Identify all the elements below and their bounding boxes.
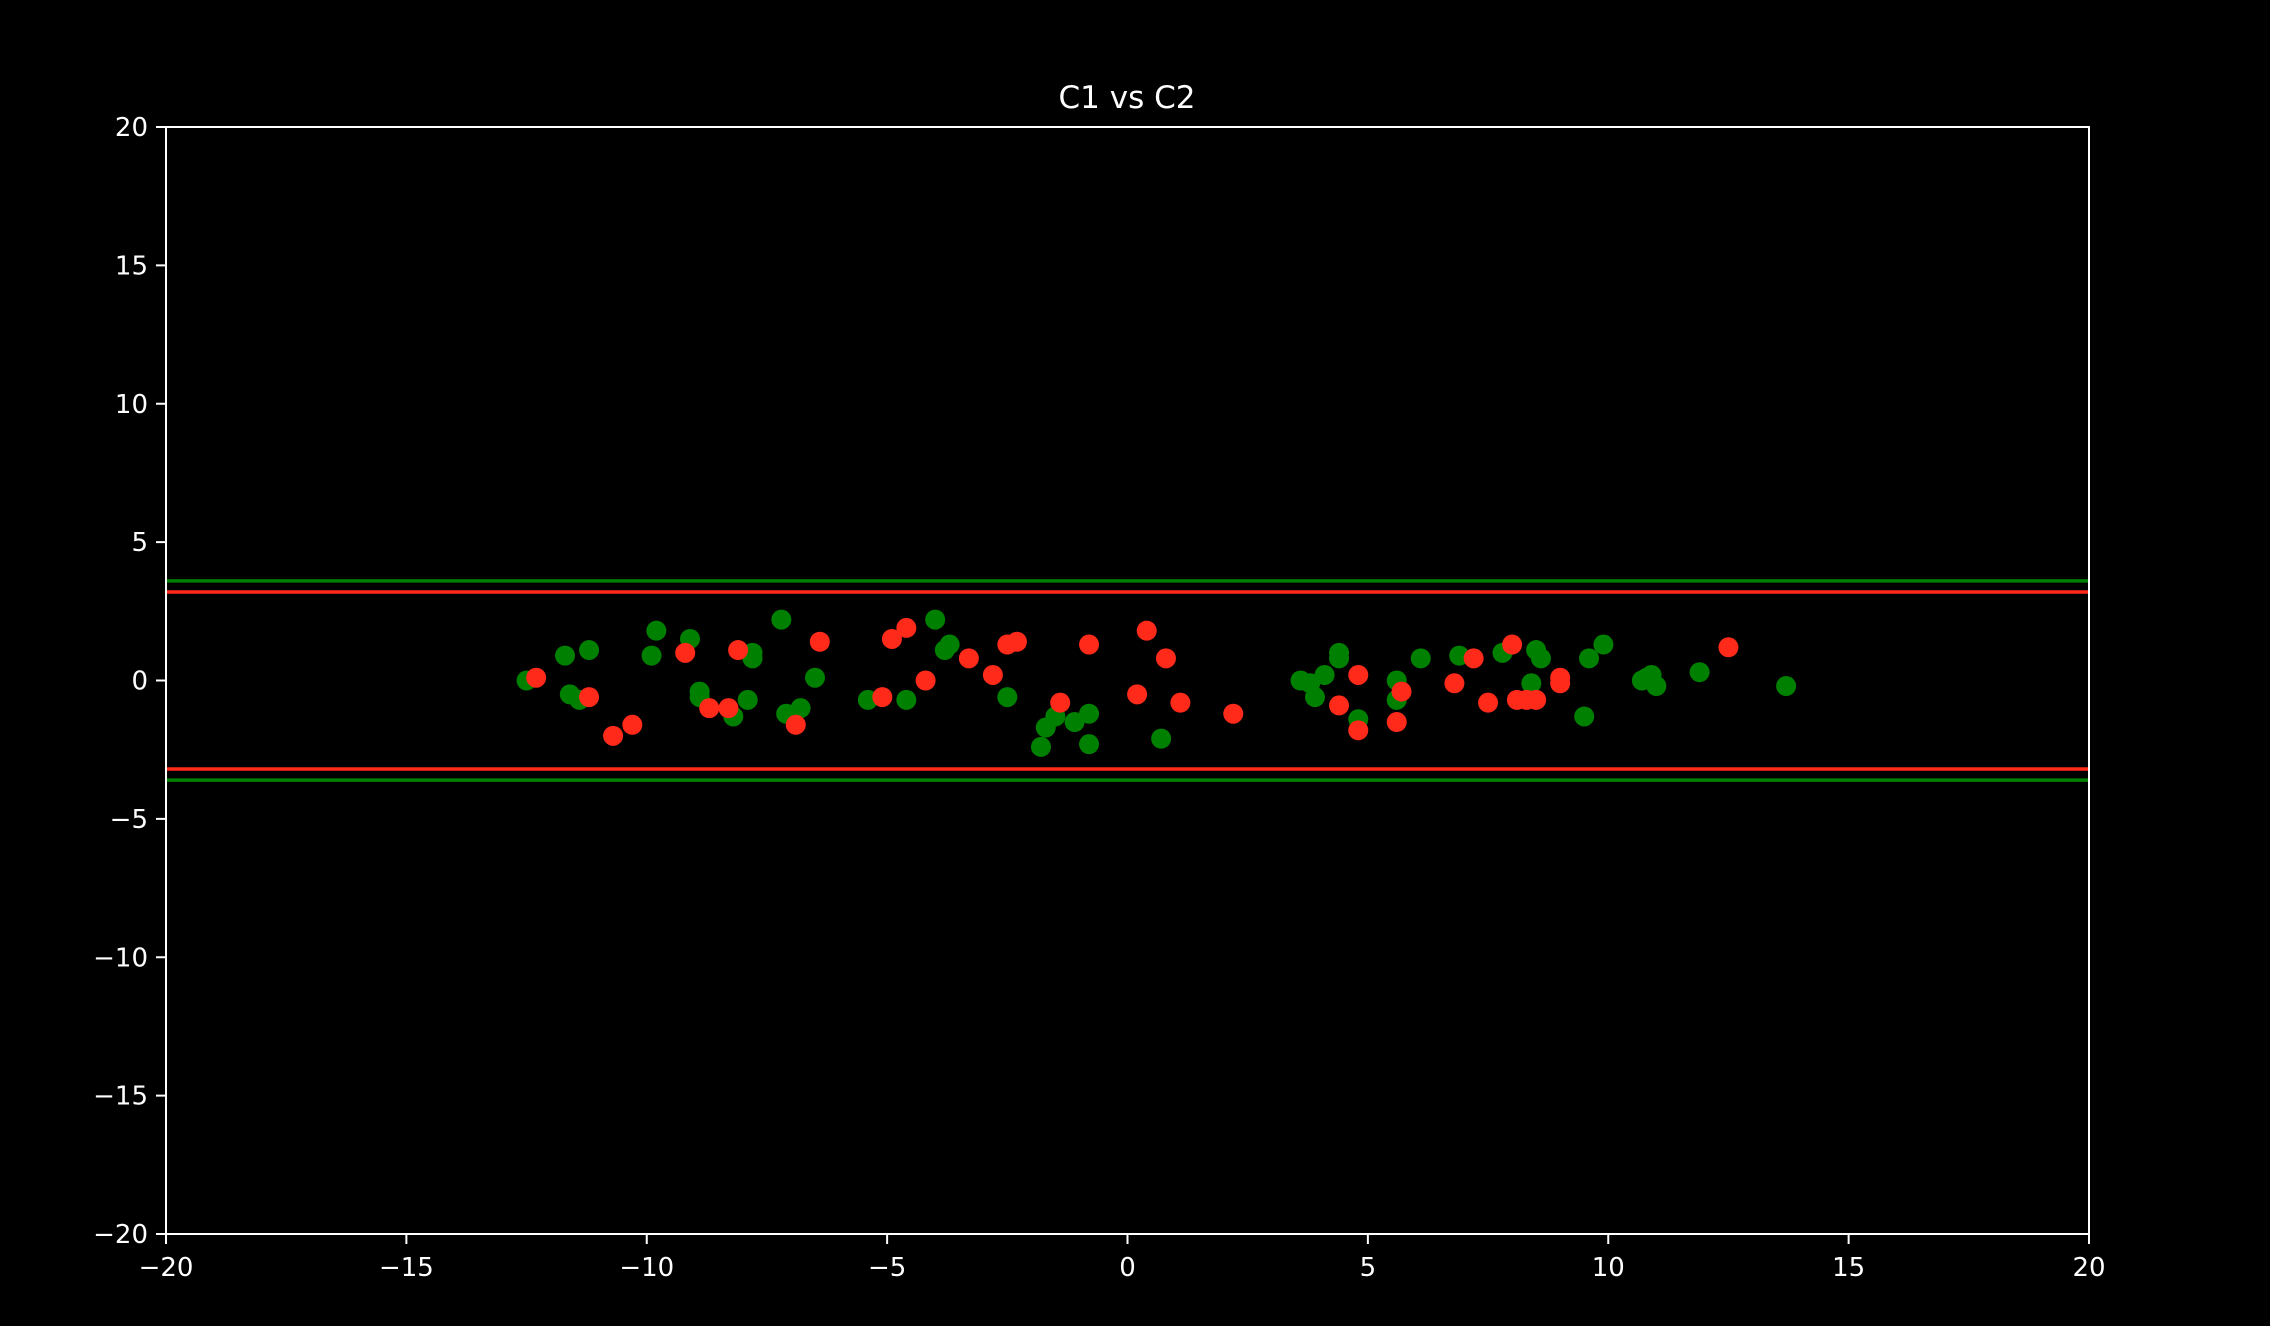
- x-tick-label: −20: [139, 1253, 194, 1283]
- data-point-s1-37: [1329, 642, 1350, 663]
- chart-title: C1 vs C2: [1059, 80, 1196, 116]
- data-point-s1-35: [1314, 664, 1335, 685]
- data-point-s1-18: [805, 667, 826, 688]
- data-point-s2-24: [1170, 692, 1191, 713]
- y-tick-label: −15: [93, 1082, 148, 1112]
- data-point-s1-7: [641, 645, 662, 666]
- y-tick-label: −10: [93, 943, 148, 973]
- data-point-s2-16: [982, 664, 1003, 685]
- data-point-s2-26: [1329, 695, 1350, 716]
- data-point-s2-6: [699, 698, 720, 719]
- data-point-s2-18: [1006, 631, 1027, 652]
- data-point-s2-10: [809, 631, 830, 652]
- data-point-s1-48: [1579, 648, 1600, 669]
- data-point-s2-25: [1223, 703, 1244, 724]
- data-point-s2-9: [785, 714, 806, 735]
- data-point-s2-2: [579, 687, 600, 708]
- data-point-s1-47: [1574, 706, 1595, 727]
- x-tick-label: 10: [1592, 1253, 1625, 1283]
- data-point-s1-54: [1689, 662, 1710, 683]
- data-point-s1-14: [737, 689, 758, 710]
- data-point-s1-41: [1410, 648, 1431, 669]
- data-point-s1-55: [1776, 676, 1797, 697]
- x-tick-label: −15: [379, 1253, 434, 1283]
- data-point-s2-21: [1127, 684, 1148, 705]
- data-point-s2-39: [1550, 673, 1571, 694]
- x-tick-label: 20: [2072, 1253, 2105, 1283]
- y-tick-label: 5: [131, 528, 148, 558]
- data-point-s2-19: [1050, 692, 1071, 713]
- data-point-s2-28: [1348, 720, 1369, 741]
- data-point-s1-5: [579, 640, 600, 661]
- data-point-s2-34: [1502, 634, 1523, 655]
- data-point-s2-30: [1391, 681, 1412, 702]
- data-point-s2-20: [1079, 634, 1100, 655]
- data-point-s1-17: [790, 698, 811, 719]
- data-point-s1-46: [1530, 648, 1551, 669]
- data-point-s1-34: [1304, 687, 1325, 708]
- x-tick-label: 0: [1119, 1253, 1136, 1283]
- x-tick-label: −10: [619, 1253, 674, 1283]
- y-tick-label: −5: [110, 805, 148, 835]
- data-point-s1-29: [1079, 734, 1100, 755]
- data-point-s2-13: [896, 617, 917, 638]
- data-point-s1-53: [1646, 676, 1667, 697]
- x-tick-label: 15: [1832, 1253, 1865, 1283]
- data-point-s2-8: [728, 640, 749, 661]
- data-point-s1-2: [555, 645, 576, 666]
- y-tick-label: 20: [115, 113, 148, 143]
- data-point-s2-1: [526, 667, 547, 688]
- data-point-s2-12: [881, 628, 902, 649]
- data-point-s1-31: [1151, 728, 1172, 749]
- plot-area: −20 −15 −10 −5 0 5 10 15 20 −20 −15 −10 −5 0 5 10 15 20: [93, 113, 2105, 1283]
- data-point-s2-23: [1155, 648, 1176, 669]
- data-point-s2-27: [1348, 664, 1369, 685]
- data-point-s1-21: [925, 609, 946, 630]
- data-point-s1-24: [997, 687, 1018, 708]
- data-point-s2-11: [872, 687, 893, 708]
- data-point-s1-6: [646, 620, 667, 641]
- x-tick-label: −5: [868, 1253, 906, 1283]
- data-point-s2-22: [1136, 620, 1157, 641]
- data-point-s2-40: [1718, 637, 1739, 658]
- data-point-s2-31: [1444, 673, 1465, 694]
- y-tick-label: −20: [93, 1220, 148, 1250]
- y-tick-label: 0: [131, 667, 148, 697]
- data-point-s1-25: [1030, 736, 1051, 757]
- data-point-s2-5: [675, 642, 696, 663]
- data-point-s1-15: [771, 609, 792, 630]
- data-point-s1-44: [1521, 673, 1542, 694]
- data-point-s2-33: [1478, 692, 1499, 713]
- data-point-s1-20: [896, 689, 917, 710]
- y-tick-label: 10: [115, 390, 148, 420]
- data-point-s2-32: [1463, 648, 1484, 669]
- data-point-s2-3: [603, 725, 624, 746]
- data-point-s2-4: [622, 714, 643, 735]
- data-point-s1-23: [939, 634, 960, 655]
- data-point-s2-15: [958, 648, 979, 669]
- x-tick-label: 5: [1360, 1253, 1377, 1283]
- y-tick-label: 15: [115, 251, 148, 281]
- data-point-s1-49: [1593, 634, 1614, 655]
- data-point-s2-29: [1386, 712, 1407, 733]
- data-point-s2-7: [718, 698, 739, 719]
- data-point-s2-37: [1526, 689, 1547, 710]
- data-point-s2-14: [915, 670, 936, 691]
- data-point-s1-30: [1079, 703, 1100, 724]
